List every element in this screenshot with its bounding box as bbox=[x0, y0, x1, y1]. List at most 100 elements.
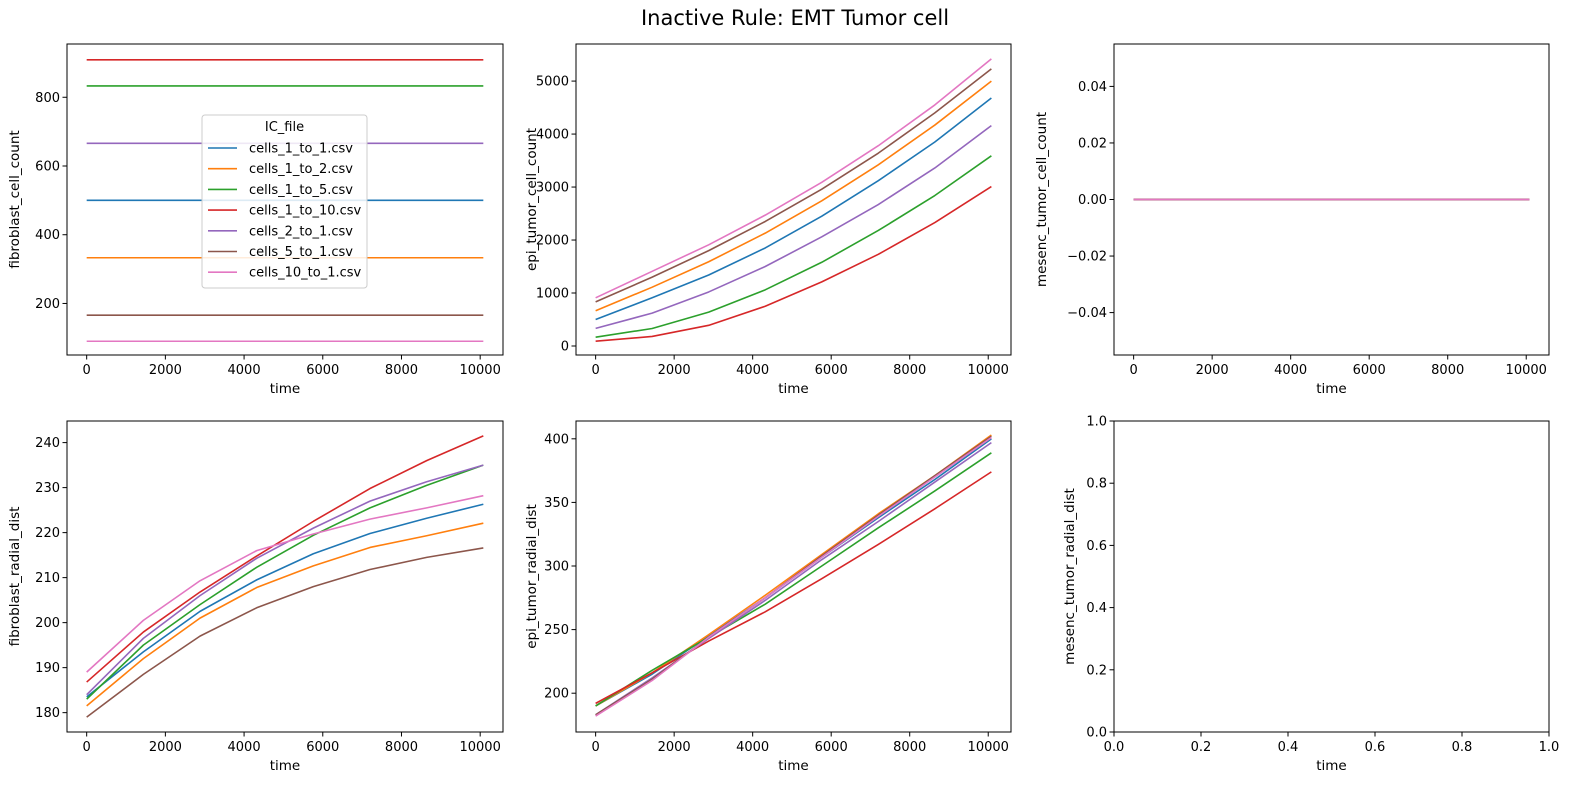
series-line-cells-5-to-1 bbox=[595, 68, 992, 303]
y-axis-label: epi_tumor_radial_dist bbox=[524, 504, 540, 649]
legend-label: cells_1_to_1.csv bbox=[249, 142, 353, 157]
x-tick-label: 4000 bbox=[736, 363, 769, 378]
series-line-cells-10-to-1 bbox=[595, 436, 992, 717]
series-line-cells-1-to-2 bbox=[595, 80, 992, 312]
figure-title: Inactive Rule: EMT Tumor cell bbox=[641, 6, 949, 30]
axes-frame bbox=[1113, 420, 1550, 733]
series-line-cells-1-to-10 bbox=[86, 435, 484, 683]
y-tick-label: 0.2 bbox=[1086, 663, 1107, 678]
subplot-grid: 0 2000 4000 6000 8000 10000200400600800timefi… bbox=[7, 43, 1560, 774]
series-line-cells-1-to-1 bbox=[86, 503, 484, 698]
x-tick-label: 10000 bbox=[459, 740, 500, 755]
series-line-cells-2-to-1 bbox=[86, 464, 484, 696]
x-tick-label: 0 bbox=[83, 740, 91, 755]
y-tick-label: 350 bbox=[544, 496, 569, 511]
series-line-cells-1-to-5 bbox=[595, 452, 992, 707]
x-tick-label: 0.8 bbox=[1452, 740, 1473, 755]
series-line-cells-5-to-1 bbox=[86, 547, 484, 718]
x-tick-label: 0 bbox=[83, 363, 91, 378]
y-axis-label: mesenc_tumor_radial_dist bbox=[1062, 488, 1078, 665]
series-line-cells-1-to-2 bbox=[86, 522, 484, 707]
series-line-cells-2-to-1 bbox=[595, 124, 992, 330]
x-tick-label: 0 bbox=[591, 740, 599, 755]
x-tick-label: 6000 bbox=[306, 740, 339, 755]
y-axis-label: fibroblast_radial_dist bbox=[7, 507, 23, 647]
y-tick-label: 0.6 bbox=[1086, 539, 1107, 554]
x-tick-label: 10000 bbox=[459, 363, 500, 378]
y-tick-label: 220 bbox=[35, 526, 60, 541]
x-axis-label: time bbox=[1316, 758, 1347, 774]
x-tick-label: 8000 bbox=[385, 740, 418, 755]
x-tick-label: 8000 bbox=[893, 740, 926, 755]
y-tick-label: 180 bbox=[35, 706, 60, 721]
x-tick-label: 10000 bbox=[968, 740, 1009, 755]
x-axis-label: time bbox=[1316, 381, 1347, 397]
x-tick-label: 2000 bbox=[658, 740, 691, 755]
series-line-cells-1-to-10 bbox=[595, 185, 992, 343]
x-tick-label: 0.0 bbox=[1104, 740, 1125, 755]
x-tick-label: 10000 bbox=[1506, 363, 1547, 378]
x-tick-label: 2000 bbox=[658, 363, 691, 378]
y-tick-label: 210 bbox=[35, 571, 60, 586]
subplot-3: 0 2000 4000 6000 8000 10000 −0.04 −0.02 0.00 0.02… bbox=[1034, 43, 1550, 397]
x-tick-label: 6000 bbox=[306, 363, 339, 378]
x-tick-label: 8000 bbox=[385, 363, 418, 378]
x-tick-label: 4000 bbox=[228, 363, 261, 378]
y-tick-label: 400 bbox=[544, 432, 569, 447]
x-axis-label: time bbox=[778, 381, 809, 397]
x-tick-label: 2000 bbox=[149, 363, 182, 378]
y-axis-label: epi_tumor_cell_count bbox=[524, 128, 540, 271]
y-tick-label: 190 bbox=[35, 661, 60, 676]
x-tick-label: 8000 bbox=[893, 363, 926, 378]
y-tick-label: 200 bbox=[544, 687, 569, 702]
axes-frame bbox=[575, 43, 1012, 356]
y-tick-label: −0.04 bbox=[1067, 306, 1107, 321]
legend-label: cells_10_to_1.csv bbox=[249, 266, 362, 281]
y-tick-label: −0.02 bbox=[1067, 250, 1107, 265]
subplot-4: 0 2000 4000 6000 8000 10000 180 190 200 210 220 230… bbox=[7, 420, 504, 774]
series-line-cells-10-to-1 bbox=[595, 58, 992, 299]
y-tick-label: 5000 bbox=[536, 75, 569, 90]
y-tick-label: 300 bbox=[544, 560, 569, 575]
x-tick-label: 0 bbox=[1129, 363, 1137, 378]
y-tick-label: 1000 bbox=[536, 287, 569, 302]
legend-title: IC_file bbox=[265, 120, 304, 135]
y-tick-label: 400 bbox=[35, 228, 60, 243]
x-axis-label: time bbox=[270, 381, 301, 397]
x-tick-label: 2000 bbox=[1196, 363, 1229, 378]
plot-area bbox=[86, 435, 484, 718]
series-line-cells-1-to-10 bbox=[595, 471, 992, 705]
x-tick-label: 1.0 bbox=[1539, 740, 1560, 755]
x-tick-label: 0 bbox=[591, 363, 599, 378]
x-tick-label: 6000 bbox=[1353, 363, 1386, 378]
x-axis-label: time bbox=[778, 758, 809, 774]
y-axis-label: fibroblast_cell_count bbox=[7, 130, 23, 268]
y-tick-label: 800 bbox=[35, 91, 60, 106]
series-line-cells-10-to-1 bbox=[86, 494, 484, 673]
x-tick-label: 6000 bbox=[815, 363, 848, 378]
y-tick-label: 3000 bbox=[536, 181, 569, 196]
axes-frame bbox=[66, 43, 504, 356]
plot-area bbox=[595, 58, 992, 343]
y-tick-label: 0.00 bbox=[1078, 193, 1107, 208]
y-tick-label: 1.0 bbox=[1086, 415, 1107, 430]
x-tick-label: 0.4 bbox=[1278, 740, 1299, 755]
legend-label: cells_5_to_1.csv bbox=[249, 245, 353, 260]
x-tick-label: 8000 bbox=[1431, 363, 1464, 378]
y-tick-label: 0.4 bbox=[1086, 601, 1107, 616]
x-tick-label: 6000 bbox=[815, 740, 848, 755]
y-tick-label: 200 bbox=[35, 616, 60, 631]
legend-label: cells_1_to_10.csv bbox=[249, 204, 362, 219]
x-tick-label: 0.6 bbox=[1365, 740, 1386, 755]
legend: IC_file cells_1_to_1.csv cells_1_to_2.csvc… bbox=[201, 114, 368, 289]
subplot-2: 0 2000 4000 6000 8000 10000 0 1000 2000 3000 4000 5… bbox=[524, 43, 1012, 397]
x-axis-label: time bbox=[270, 758, 301, 774]
legend-label: cells_2_to_1.csv bbox=[249, 224, 353, 239]
y-tick-label: 2000 bbox=[536, 234, 569, 249]
series-line-cells-1-to-5 bbox=[86, 464, 484, 700]
y-tick-label: 230 bbox=[35, 481, 60, 496]
y-tick-label: 0.02 bbox=[1078, 136, 1107, 151]
y-tick-label: 0.04 bbox=[1078, 80, 1107, 95]
x-tick-label: 10000 bbox=[968, 363, 1009, 378]
y-tick-label: 0.0 bbox=[1086, 726, 1107, 741]
